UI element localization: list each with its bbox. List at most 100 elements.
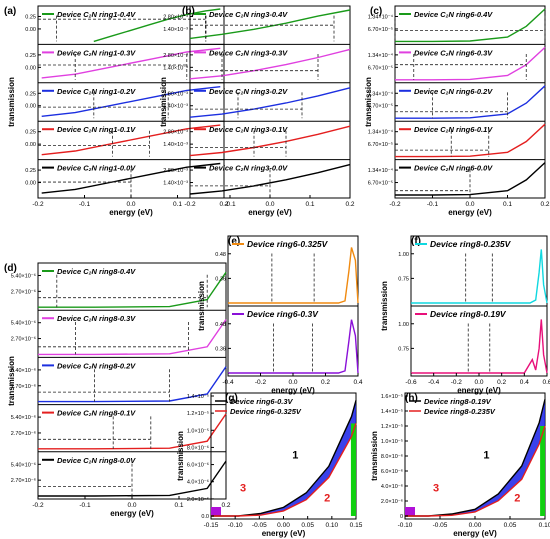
y-tick-label: 2.80×10⁻³ <box>163 53 188 59</box>
series-line <box>405 425 546 517</box>
series-line <box>189 9 351 40</box>
series-line <box>211 423 357 517</box>
x-tick-label: 0.00 <box>277 522 290 529</box>
legend-label: Device C₂N ring1-0.1V <box>57 125 136 134</box>
y-tick-label: 6.70×10⁻⁵ <box>368 64 393 71</box>
annotation-label: 1 <box>483 450 489 462</box>
y-tick-label: 1.2×10⁻⁵ <box>381 423 403 430</box>
x-axis-label: energy (eV) <box>457 386 501 395</box>
y-tick-label: 6.0×10⁻⁶ <box>187 462 209 469</box>
y-tick-label: 1.4×10⁻⁵ <box>187 393 209 400</box>
panel-d: (d) Device C₂N ring8-0.4V 2.70×10⁻⁶ 5.40×10… <box>4 262 231 518</box>
y-axis-label: transmission <box>380 281 389 331</box>
x-tick-label: 0.2 <box>221 502 230 509</box>
legend-label: Device C₂N ring8-0.0V <box>57 456 136 465</box>
y-tick-label: 0.25 <box>25 168 36 174</box>
y-tick-label: 8.0×10⁻⁶ <box>187 444 209 451</box>
x-tick-label: -0.4 <box>222 379 234 386</box>
y-tick-label: 2.70×10⁻⁶ <box>11 383 36 390</box>
y-tick-label: 6.70×10⁻⁵ <box>368 180 393 187</box>
y-axis-label: transmission <box>159 77 168 127</box>
y-tick-label: 5.40×10⁻⁶ <box>11 273 36 280</box>
y-tick-label: 0.0 <box>201 514 209 520</box>
x-tick-label: -0.2 <box>389 201 401 208</box>
legend-label: Device ring6-0.3V <box>230 397 294 406</box>
annotation-label: 1 <box>292 450 298 462</box>
legend-label: Device C₂N ring6-0.4V <box>414 10 493 19</box>
series-line <box>395 46 546 81</box>
panel-label: (f) <box>411 236 421 247</box>
x-tick-label: -0.2 <box>32 201 44 208</box>
series-line <box>189 87 351 118</box>
y-tick-label: 5.40×10⁻⁶ <box>11 367 36 374</box>
y-tick-label: 0 <box>400 514 403 520</box>
fill-band-2 <box>350 423 356 516</box>
x-tick-label: 0.10 <box>326 522 339 529</box>
panel-g: (g) 0.0 2.0×10⁻⁶ 4.0×10⁻⁶ 6.0×10⁻⁶ 8.0×10⁻⁶ 1.… <box>176 392 363 538</box>
series-line <box>41 124 221 156</box>
y-tick-label: 5.40×10⁻⁶ <box>11 414 36 421</box>
legend-label: Device C₂N ring6-0.3V <box>414 48 493 57</box>
y-tick-label: 0.48 <box>215 252 226 258</box>
y-tick-label: 6.70×10⁻⁵ <box>368 103 393 110</box>
x-tick-label: -0.10 <box>398 522 413 529</box>
y-tick-label: 1.34×10⁻⁴ <box>368 13 394 20</box>
panel-b: (b) Device C₂N ring3-0.4V 1.40×10⁻³ 2.80×10… <box>159 5 355 217</box>
y-tick-label: 0.00 <box>25 65 36 71</box>
series-line <box>411 249 548 304</box>
panel-c: (c) Device C₂N ring6-0.4V 6.70×10⁻⁵ 1.34×10… <box>364 5 550 217</box>
x-tick-label: 0.2 <box>540 201 549 208</box>
y-tick-label: 0.25 <box>25 91 36 97</box>
series-line <box>395 123 546 158</box>
y-tick-label: 6.70×10⁻⁵ <box>368 141 393 148</box>
y-tick-label: 2.70×10⁻⁶ <box>11 477 36 484</box>
x-tick-label: 0.6 <box>542 379 550 386</box>
y-axis-label: transmission <box>197 281 206 331</box>
y-tick-label: 0.25 <box>25 53 36 59</box>
y-tick-label: 1.2×10⁻⁵ <box>187 410 209 417</box>
legend-label: Device C₂N ring3-0.0V <box>209 164 288 173</box>
panel-label: (e) <box>228 236 240 247</box>
x-tick-label: 0.1 <box>305 201 314 208</box>
x-tick-label: 0.2 <box>219 201 228 208</box>
x-tick-label: 0.4 <box>520 379 529 386</box>
x-axis-label: energy (eV) <box>448 208 492 217</box>
y-axis-label: transmission <box>364 77 373 127</box>
legend-label: Device ring8-0.19V <box>430 309 507 319</box>
series-line <box>38 271 227 308</box>
y-axis-label: transmission <box>7 356 16 406</box>
panel-e: (e) Device ring6-0.325V 0.36 0.48 Device rin… <box>197 235 363 395</box>
annotation-label: 2 <box>324 492 330 504</box>
legend-label: Device C₂N ring3-0.3V <box>209 48 288 57</box>
x-tick-label: -0.2 <box>32 502 44 509</box>
x-axis-label: energy (eV) <box>271 386 315 395</box>
x-tick-label: -0.05 <box>252 522 267 529</box>
y-tick-label: 1.40×10⁻³ <box>163 104 188 110</box>
fill-band-1 <box>211 400 356 516</box>
x-tick-label: -0.2 <box>255 379 267 386</box>
legend-label: Device C₂N ring3-0.1V <box>209 125 288 134</box>
y-tick-label: 0.00 <box>25 142 36 148</box>
x-tick-label: -0.10 <box>228 522 243 529</box>
legend-label: Device C₂N ring3-0.2V <box>209 87 288 96</box>
y-tick-label: 0.00 <box>25 27 36 33</box>
y-tick-label: 0.75 <box>398 276 409 282</box>
x-tick-label: -0.2 <box>184 201 196 208</box>
x-tick-label: -0.1 <box>79 201 91 208</box>
y-tick-label: 2.80×10⁻³ <box>163 168 188 174</box>
y-tick-label: 1.40×10⁻³ <box>163 65 188 71</box>
x-tick-label: 0.0 <box>265 201 274 208</box>
series-line <box>411 319 548 374</box>
x-tick-label: 0.0 <box>127 502 136 509</box>
x-tick-label: -0.1 <box>79 502 91 509</box>
series-line <box>228 247 359 304</box>
y-tick-label: 6.0×10⁻⁶ <box>381 468 403 475</box>
x-axis-label: energy (eV) <box>262 529 306 538</box>
x-tick-label: -0.15 <box>204 522 219 529</box>
y-tick-label: 1.40×10⁻³ <box>163 142 188 148</box>
legend-label: Device C₂N ring6-0.2V <box>414 87 493 96</box>
y-tick-label: 1.00 <box>398 322 409 328</box>
x-tick-label: 0.2 <box>321 379 330 386</box>
y-tick-label: 0.25 <box>25 130 36 136</box>
